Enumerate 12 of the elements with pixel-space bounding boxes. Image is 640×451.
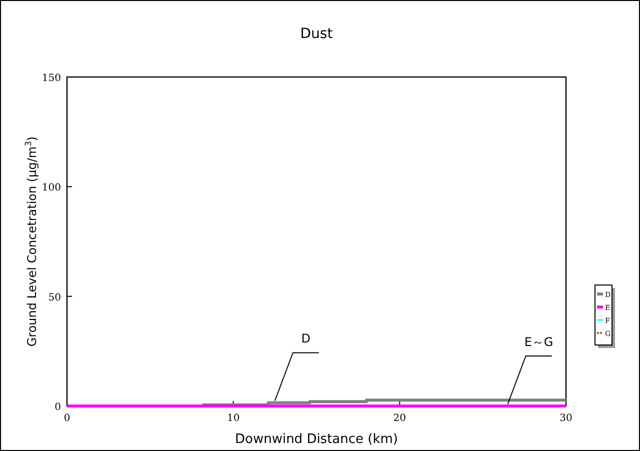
y-tick-label: 0 (54, 402, 61, 413)
y-tick-label: 150 (42, 73, 61, 84)
y-tick-label: 100 (42, 182, 61, 194)
y-tick-label: 50 (48, 292, 61, 304)
annotation: D (301, 332, 311, 346)
x-tick-label: 30 (560, 413, 572, 424)
x-tick-label: 0 (64, 413, 70, 424)
x-axis-title: Downwind Distance (km) (234, 432, 398, 447)
x-tick-label: 10 (226, 413, 240, 424)
chart-title: Dust (300, 26, 334, 42)
annotation: E～G (524, 335, 554, 349)
x-tick-label: 20 (393, 413, 406, 424)
